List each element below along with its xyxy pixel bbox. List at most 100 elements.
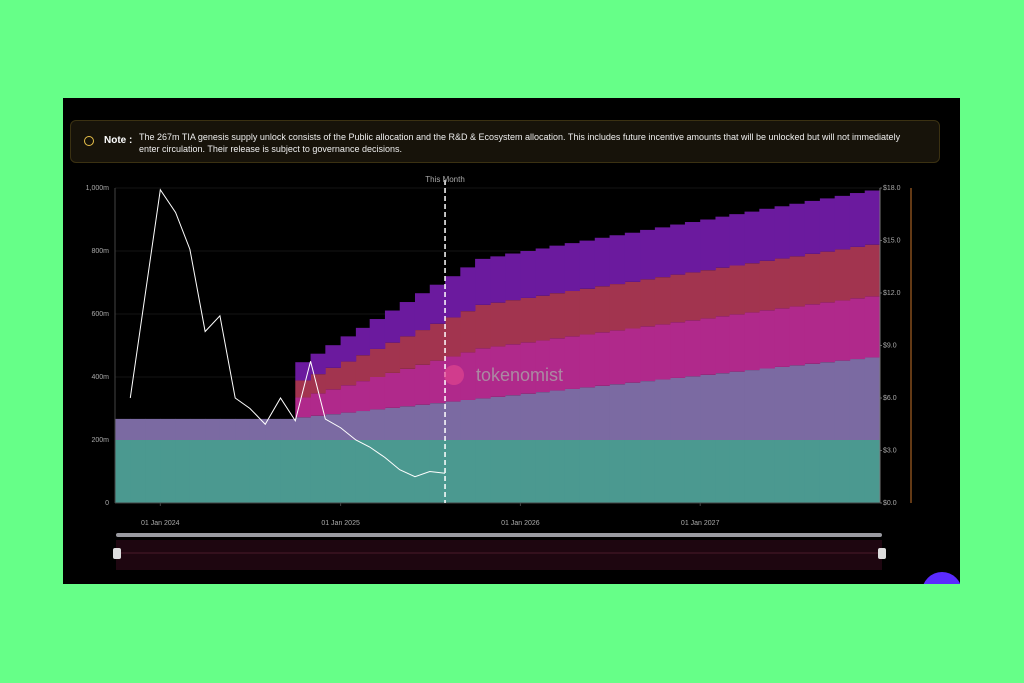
area-step xyxy=(579,334,596,388)
area-step xyxy=(834,440,851,503)
y2-tick-label: $18.0 xyxy=(883,185,901,192)
area-step xyxy=(369,319,386,349)
area-step xyxy=(549,245,566,294)
area-step xyxy=(774,258,790,309)
note-text: The 267m TIA genesis supply unlock consi… xyxy=(139,132,901,154)
price-line xyxy=(129,188,446,478)
area-step xyxy=(789,365,806,440)
area-step xyxy=(429,440,446,503)
area-step xyxy=(399,406,416,440)
this-month-label: This Month xyxy=(425,175,465,184)
area-step xyxy=(864,296,881,358)
area-step xyxy=(624,281,641,329)
area-step xyxy=(564,388,580,440)
area-step xyxy=(145,418,161,440)
y-tick-label: 400m xyxy=(91,374,109,381)
area-step xyxy=(310,415,326,440)
area-step xyxy=(834,249,851,301)
area-step xyxy=(429,360,446,404)
area-step xyxy=(670,377,686,440)
area-step xyxy=(804,363,821,440)
area-step xyxy=(460,352,476,400)
area-step xyxy=(325,367,342,390)
area-step xyxy=(429,403,446,440)
area-step xyxy=(640,279,656,327)
area-step xyxy=(774,366,790,440)
area-step xyxy=(804,200,821,254)
area-step xyxy=(520,440,537,503)
area-step xyxy=(249,418,266,440)
area-step xyxy=(594,332,610,386)
area-step xyxy=(729,214,745,266)
area-step xyxy=(384,440,401,503)
area-step xyxy=(265,418,281,440)
area-step xyxy=(340,440,357,503)
area-step xyxy=(715,316,730,374)
area-step xyxy=(295,440,311,503)
area-step xyxy=(399,368,416,407)
area-step xyxy=(369,348,386,377)
watermark-logo xyxy=(444,365,464,385)
area-step xyxy=(834,195,851,250)
area-step xyxy=(789,203,806,257)
area-step xyxy=(609,440,626,503)
area-step xyxy=(445,276,461,318)
area-step xyxy=(624,440,641,503)
area-step xyxy=(684,320,701,377)
area-step xyxy=(579,387,596,440)
area-step xyxy=(384,407,401,440)
area-step xyxy=(744,211,760,264)
area-step xyxy=(759,368,775,440)
x-tick-label: 01 Jan 2027 xyxy=(681,520,720,527)
area-step xyxy=(640,381,656,440)
x-tick-label: 01 Jan 2026 xyxy=(501,520,540,527)
x-tick-label: 01 Jan 2025 xyxy=(321,520,360,527)
area-step xyxy=(564,291,580,337)
area-step xyxy=(205,418,221,440)
range-handle-left[interactable] xyxy=(113,548,121,559)
watermark: tokenomist xyxy=(476,365,563,385)
area-step xyxy=(505,440,521,503)
area-step xyxy=(640,229,656,280)
area-step xyxy=(130,440,146,503)
area-step xyxy=(654,277,671,325)
area-step xyxy=(549,390,566,440)
range-handle-right[interactable] xyxy=(878,548,886,559)
area-step xyxy=(280,418,296,440)
area-step xyxy=(609,384,626,440)
area-step xyxy=(490,396,506,440)
area-step xyxy=(535,340,550,393)
area-step xyxy=(355,355,371,382)
area-step xyxy=(445,317,461,357)
area-step xyxy=(864,440,881,503)
y2-tick-label: $15.0 xyxy=(883,237,901,244)
area-step xyxy=(235,440,251,503)
area-step xyxy=(715,440,730,503)
area-step xyxy=(759,208,775,261)
area-step xyxy=(130,418,146,440)
area-step xyxy=(535,440,550,503)
chat-button[interactable] xyxy=(922,572,962,612)
area-step xyxy=(355,381,371,412)
area-step xyxy=(729,371,745,440)
area-step xyxy=(549,338,566,391)
y-tick-label: 200m xyxy=(91,437,109,444)
area-step xyxy=(579,440,596,503)
area-step xyxy=(205,440,221,503)
area-step xyxy=(804,253,821,305)
area-step xyxy=(295,417,311,440)
y2-tick-label: $9.0 xyxy=(883,342,897,349)
area-step xyxy=(310,374,326,394)
area-step xyxy=(219,440,236,503)
area-step xyxy=(520,342,537,394)
y2-tick-label: $6.0 xyxy=(883,395,897,402)
area-step xyxy=(774,308,790,367)
note-icon xyxy=(84,136,94,146)
area-step xyxy=(744,440,760,503)
area-step xyxy=(325,345,342,368)
area-step xyxy=(414,330,431,365)
area-step xyxy=(475,258,491,305)
area-step xyxy=(549,293,566,339)
area-step xyxy=(849,193,866,247)
